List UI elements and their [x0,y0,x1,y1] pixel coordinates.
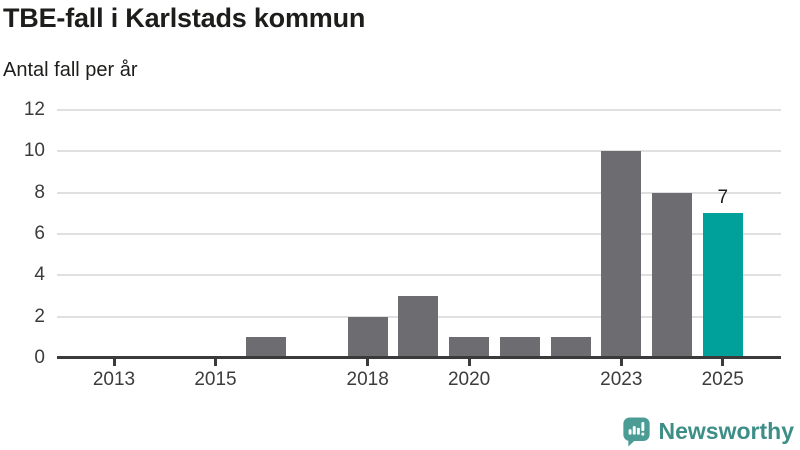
x-axis-tick-label: 2015 [194,369,237,390]
x-axis-tick-label: 2020 [447,369,491,390]
x-axis-tick [619,359,623,366]
x-axis-tick [112,359,116,366]
x-axis-tick [721,359,725,366]
y-axis-tick-label: 0 [34,347,45,368]
bar-2016 [246,337,287,358]
x-axis-tick [467,359,471,366]
newsworthy-logo: Newsworthy [622,414,794,448]
y-axis-tick-label: 2 [34,305,45,327]
bar-2022 [550,337,591,358]
x-axis-tick-label: 2023 [600,369,643,390]
x-axis-tick [213,359,217,366]
chart-subtitle: Antal fall per år [3,59,138,81]
y-axis-tick-label: 12 [23,99,45,120]
x-axis-line [57,356,781,359]
gridline [57,109,781,111]
gridline [57,233,781,235]
y-axis-tick-label: 4 [34,264,45,286]
x-axis-tick-label: 2018 [346,369,389,390]
bar-2019 [398,296,439,358]
bar-2018 [347,316,388,358]
x-axis-tick-label: 2013 [92,369,136,390]
x-axis-tick-label: 2025 [701,369,744,390]
bar-2024 [652,192,693,358]
y-axis-tick-label: 6 [34,223,45,244]
gridline [57,274,781,277]
bar-2021 [499,337,540,358]
newsworthy-icon [622,416,650,446]
chart-title: TBE-fall i Karlstads kommun [3,3,366,33]
x-axis-tick [366,359,370,366]
y-axis-tick-label: 10 [23,140,45,162]
newsworthy-wordmark: Newsworthy [658,418,794,444]
gridline [57,150,781,153]
y-axis-tick-label: 8 [34,181,45,203]
gridline [57,191,781,194]
bar-2025 [702,213,743,358]
bar-2023 [601,151,642,358]
bar-2020 [449,337,490,358]
bar-value-label: 7 [717,187,729,209]
